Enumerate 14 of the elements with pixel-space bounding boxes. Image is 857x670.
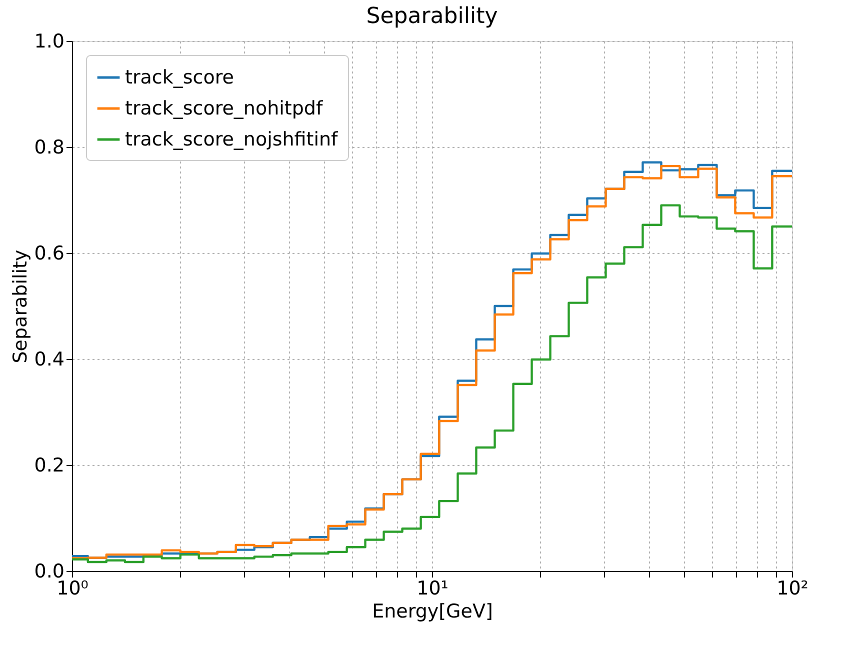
chart-title: Separability bbox=[366, 4, 498, 29]
x-tick-label: 10¹ bbox=[416, 578, 448, 600]
legend-label: track_score_nojshfitinf bbox=[125, 128, 340, 150]
y-tick-label: 0.8 bbox=[34, 136, 64, 158]
x-tick-label: 10⁰ bbox=[56, 578, 88, 600]
y-tick-label: 1.0 bbox=[34, 30, 64, 52]
y-tick-label: 0.4 bbox=[34, 348, 64, 370]
y-tick-label: 0.6 bbox=[34, 242, 64, 264]
legend-label: track_score bbox=[125, 66, 234, 88]
y-axis-title: Separability bbox=[9, 250, 32, 364]
x-axis-title: Energy[GeV] bbox=[372, 600, 493, 622]
legend-label: track_score_nohitpdf bbox=[125, 98, 324, 120]
y-tick-label: 0.2 bbox=[34, 454, 64, 476]
x-tick-label: 10² bbox=[776, 578, 808, 600]
